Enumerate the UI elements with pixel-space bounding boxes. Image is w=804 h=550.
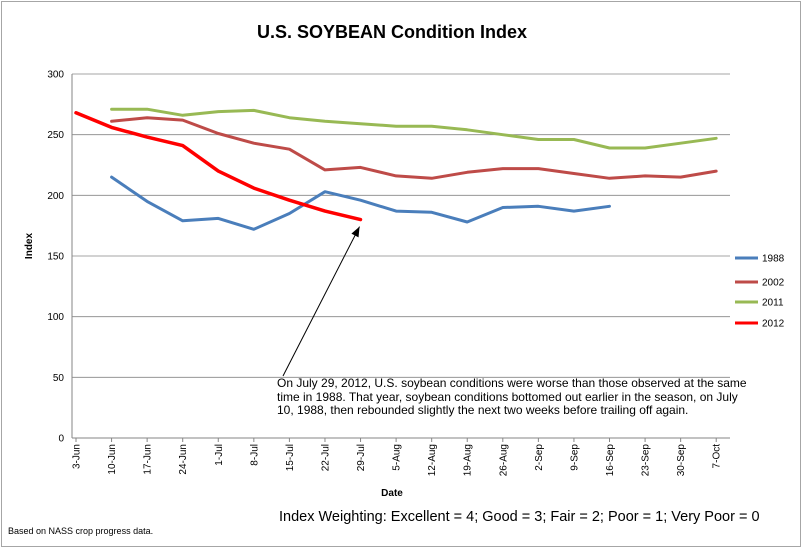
chart-title: U.S. SOYBEAN Condition Index xyxy=(257,22,527,42)
y-tick-label: 0 xyxy=(58,434,64,445)
annotation-text: On July 29, 2012, U.S. soybean condition… xyxy=(277,376,747,417)
index-weighting-note: Index Weighting: Excellent = 4; Good = 3… xyxy=(279,509,760,525)
x-tick-label: 24-Jun xyxy=(178,444,189,475)
x-tick-label: 7-Oct xyxy=(712,444,723,469)
x-axis-title: Date xyxy=(381,488,403,499)
x-tick-label: 10-Jun xyxy=(107,444,118,475)
y-tick-label: 300 xyxy=(47,70,64,81)
x-tick-label: 8-Jul xyxy=(249,444,260,466)
series-line-2012 xyxy=(74,111,363,222)
x-tick-label: 3-Jun xyxy=(72,444,83,469)
x-tick-label: 1-Jul xyxy=(214,444,225,466)
y-tick-label: 100 xyxy=(47,312,64,323)
y-tick-label: 50 xyxy=(53,373,65,384)
x-tick-label: 5-Aug xyxy=(392,444,403,471)
y-axis-title: Index xyxy=(24,233,35,260)
annotation-arrow xyxy=(282,226,360,377)
x-tick-label: 15-Jul xyxy=(285,444,296,471)
x-tick-label: 29-Jul xyxy=(356,444,367,471)
axes xyxy=(71,74,730,442)
legend: 1988 2002 2011 2012 xyxy=(735,254,785,330)
y-tick-labels: 0 50 100 150 200 250 300 xyxy=(47,70,64,445)
series-lines xyxy=(74,107,718,231)
source-footnote: Based on NASS crop progress data. xyxy=(8,526,154,536)
x-tick-label: 9-Sep xyxy=(569,444,580,471)
x-tick-label: 2-Sep xyxy=(534,444,545,471)
series-line-1988 xyxy=(110,175,611,231)
legend-label-2011: 2011 xyxy=(762,298,784,309)
y-tick-label: 150 xyxy=(47,252,64,263)
y-tick-label: 200 xyxy=(47,191,64,202)
legend-label-2012: 2012 xyxy=(762,319,785,330)
x-tick-label: 19-Aug xyxy=(463,444,474,476)
x-tick-label: 23-Sep xyxy=(641,444,652,477)
x-tick-labels: 3-Jun 10-Jun 17-Jun 24-Jun 1-Jul 8-Jul 15-Jul 2… xyxy=(72,444,723,477)
annotation-arrowhead xyxy=(351,226,360,238)
x-tick-label: 26-Aug xyxy=(498,444,509,476)
legend-label-1988: 1988 xyxy=(762,254,785,265)
annotation-line xyxy=(282,226,360,377)
x-tick-label: 22-Jul xyxy=(320,444,331,471)
series-line-2002 xyxy=(110,116,718,180)
y-tick-label: 250 xyxy=(47,130,64,141)
x-tick-label: 16-Sep xyxy=(605,444,616,477)
x-tick-label: 17-Jun xyxy=(143,444,154,475)
series-line-2011 xyxy=(110,107,718,150)
x-tick-label: 30-Sep xyxy=(676,444,687,477)
grid-lines xyxy=(72,73,730,378)
legend-label-2002: 2002 xyxy=(762,278,785,289)
x-tick-label: 12-Aug xyxy=(427,444,438,476)
